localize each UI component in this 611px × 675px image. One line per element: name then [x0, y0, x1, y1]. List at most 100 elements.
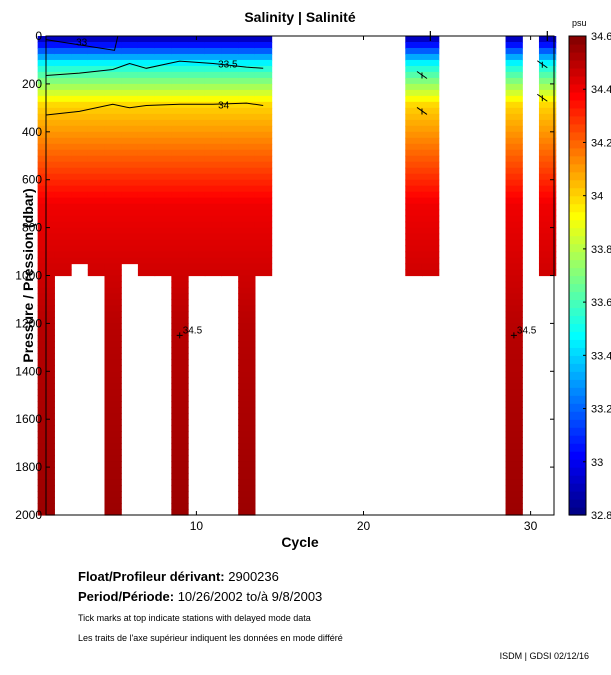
heat-cell	[254, 71, 273, 79]
heat-cell	[104, 137, 122, 145]
heat-cell	[238, 371, 256, 378]
heat-cell	[121, 131, 139, 139]
heat-cell	[238, 389, 256, 396]
heat-cell	[238, 395, 256, 402]
heat-cell	[171, 191, 189, 199]
heat-cell	[538, 53, 557, 61]
heat-cell	[121, 119, 139, 127]
heat-cell	[71, 209, 89, 217]
heat-cell	[71, 95, 89, 103]
heat-cell	[188, 209, 206, 217]
heat-cell	[254, 167, 273, 175]
heat-cell	[254, 251, 273, 259]
heat-cell	[538, 119, 557, 127]
heat-cell	[171, 473, 189, 480]
heat-cell	[137, 209, 156, 217]
heat-cell	[171, 359, 189, 366]
colorbar-tick-label: 34.2	[591, 137, 611, 149]
heat-cell	[505, 47, 523, 55]
colorbar-segment	[569, 467, 586, 476]
heat-cell	[87, 257, 106, 265]
heat-cell	[188, 101, 206, 109]
heat-cell	[154, 83, 172, 91]
heat-cell	[188, 215, 206, 223]
heat-cell	[121, 203, 139, 211]
heat-cell	[238, 47, 256, 55]
heat-cell	[405, 149, 423, 157]
heat-cell	[171, 59, 189, 67]
heat-cell	[238, 125, 256, 133]
heat-cell	[71, 89, 89, 97]
heat-cell	[204, 215, 223, 223]
colorbar-segment	[569, 163, 586, 173]
colorbar-segment	[569, 307, 586, 317]
colorbar-segment	[569, 235, 586, 245]
heat-cell	[405, 101, 423, 109]
heat-cell	[71, 155, 89, 163]
contour-label-34.5: 34.5	[517, 325, 537, 336]
heat-cell	[54, 119, 72, 127]
y-tick-label: 1400	[15, 364, 42, 378]
heat-cell	[204, 257, 223, 265]
heat-cell	[104, 149, 122, 157]
heat-cell	[171, 47, 189, 55]
heat-cell	[505, 161, 523, 169]
heat-cell	[154, 263, 172, 271]
heat-cell	[221, 101, 239, 109]
heat-cell	[238, 281, 256, 289]
heat-cell	[538, 41, 557, 49]
heat-cell	[154, 197, 172, 205]
heat-cell	[204, 173, 223, 181]
heat-cell	[71, 245, 89, 253]
colorbar-tick-label: 32.8	[591, 510, 611, 522]
heat-cell	[171, 215, 189, 223]
heat-cell	[171, 269, 189, 277]
heat-cell	[154, 191, 172, 199]
heat-cell	[137, 119, 156, 127]
heat-cell	[421, 161, 440, 169]
heat-cell	[505, 149, 523, 157]
heat-cell	[171, 203, 189, 211]
heat-cell	[171, 479, 189, 486]
heat-cell	[71, 173, 89, 181]
heat-cell	[188, 155, 206, 163]
heat-cell	[188, 107, 206, 115]
heat-cell	[238, 197, 256, 205]
heat-cell	[204, 53, 223, 61]
heat-cell	[405, 53, 423, 61]
heat-cell	[104, 281, 122, 289]
heat-cell	[221, 119, 239, 127]
heat-cell	[137, 131, 156, 139]
heat-cell	[87, 215, 106, 223]
heat-cell	[54, 47, 72, 55]
heat-cell	[538, 71, 557, 79]
colorbar-segment	[569, 67, 586, 77]
heat-cell	[104, 245, 122, 253]
heat-cell	[505, 407, 523, 414]
heat-cell	[188, 119, 206, 127]
heat-cell	[221, 233, 239, 241]
heat-cell	[405, 119, 423, 127]
heat-cell	[221, 41, 239, 49]
heat-cell	[505, 425, 523, 432]
heat-cell	[238, 95, 256, 103]
heat-cell	[254, 203, 273, 211]
heat-cell	[71, 47, 89, 55]
heat-cell	[171, 491, 189, 498]
heat-cell	[254, 137, 273, 145]
heat-cell	[104, 353, 122, 360]
heat-cell	[254, 113, 273, 121]
heat-cell	[154, 221, 172, 229]
heat-cell	[171, 341, 189, 348]
heat-cell	[188, 227, 206, 235]
heat-cell	[171, 461, 189, 468]
heat-cell	[405, 245, 423, 253]
y-tick-label: 2000	[15, 508, 42, 522]
colorbar-segment	[569, 507, 586, 516]
heat-cell	[104, 227, 122, 235]
heat-cell	[104, 317, 122, 324]
profile-column-6	[121, 36, 139, 265]
contour-segment-34	[537, 93, 548, 102]
contour-line-33.5	[45, 60, 264, 76]
heat-cell	[505, 101, 523, 109]
